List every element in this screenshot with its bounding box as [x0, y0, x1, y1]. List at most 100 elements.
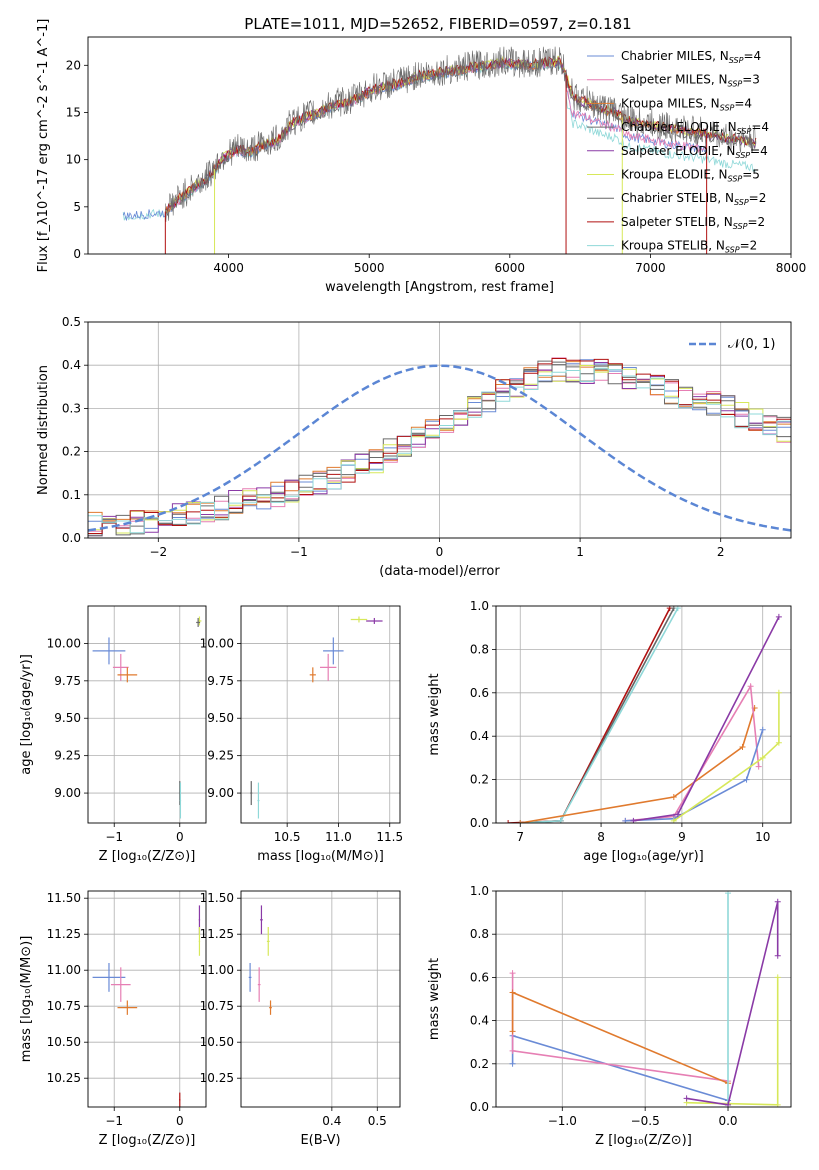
- series-line-salpeter_miles: [511, 973, 729, 1082]
- y-tick-label: 10.25: [47, 1071, 81, 1085]
- series-marker: [775, 739, 782, 746]
- y-tick-label: 10.00: [200, 636, 234, 650]
- legend-entry: Chabrier ELODIE, NSSP=4: [621, 120, 769, 136]
- x-axis-label: (data-model)/error: [379, 564, 500, 579]
- y-axis-label: mass weight: [427, 958, 442, 1040]
- series-marker: [505, 820, 512, 823]
- series-marker: [755, 763, 762, 770]
- y-axis-label: Flux [f_λ10^-17 erg cm^-2 s^-1 A^-1]: [36, 19, 51, 273]
- y-axis-label: age [log₁₀(age/yr)]: [19, 654, 34, 775]
- x-tick-label: −1: [105, 830, 123, 844]
- y-tick-label: 0.0: [62, 531, 81, 545]
- series-line-kroupa_miles: [511, 991, 729, 1084]
- series-line-chabrier_miles: [511, 1034, 729, 1102]
- y-tick-label: 9.75: [207, 674, 234, 688]
- x-axis-label: age [log₁₀(age/yr)]: [583, 849, 704, 864]
- legend-entry: Kroupa MILES, NSSP=4: [621, 96, 752, 112]
- y-tick-label: 10.75: [200, 999, 234, 1013]
- y-tick-label: 0.2: [470, 1057, 489, 1071]
- series-marker: [743, 776, 750, 783]
- spectrum-line-chabrier_elodie: [165, 46, 757, 222]
- series-line-chabrier_stelib: [520, 607, 675, 823]
- x-axis-label: Z [log₁₀(Z/Z⊙)]: [99, 849, 196, 864]
- x-tick-label: 0.4: [322, 1114, 341, 1128]
- axes-frame: [240, 605, 401, 824]
- y-tick-label: 0.4: [470, 1014, 489, 1028]
- y-tick-label: 0.6: [470, 970, 489, 984]
- series-marker: [774, 974, 781, 981]
- series-marker: [775, 689, 782, 696]
- y-tick-label: 1.0: [470, 599, 489, 613]
- y-tick-label: 9.25: [54, 749, 81, 763]
- y-tick-label: 11.25: [47, 927, 81, 941]
- x-axis-label: mass [log₁₀(M/M⊙)]: [257, 849, 384, 864]
- y-tick-label: 9.50: [54, 711, 81, 725]
- series-line-salpeter_stelib: [508, 607, 671, 823]
- x-tick-label: 4000: [213, 261, 244, 275]
- axes-frame: [87, 605, 207, 824]
- y-tick-label: 15: [66, 105, 81, 119]
- series-marker: [509, 1060, 516, 1067]
- legend-entry: Salpeter STELIB, NSSP=2: [621, 215, 765, 231]
- x-tick-label: 7000: [635, 261, 666, 275]
- y-tick-label: 0.2: [62, 445, 81, 459]
- series-marker: [759, 754, 766, 761]
- y-tick-label: 0.1: [62, 488, 81, 502]
- y-tick-label: 9.00: [54, 786, 81, 800]
- x-tick-label: −1: [290, 545, 308, 559]
- axes-frame: [87, 321, 792, 539]
- y-tick-label: 0.4: [470, 729, 489, 743]
- y-tick-label: 10.75: [47, 999, 81, 1013]
- x-tick-label: 8000: [776, 261, 807, 275]
- x-tick-label: 0.5: [368, 1114, 387, 1128]
- y-tick-label: 10.50: [47, 1035, 81, 1049]
- y-tick-label: 0.2: [470, 773, 489, 787]
- x-tick-label: 2: [717, 545, 725, 559]
- x-tick-label: −0.5: [631, 1114, 660, 1128]
- y-axis-label: Normed distribution: [36, 365, 51, 495]
- y-tick-label: 11.00: [200, 963, 234, 977]
- legend-entry: Chabrier STELIB, NSSP=2: [621, 191, 766, 207]
- legend-entry: Salpeter ELODIE, NSSP=4: [621, 144, 768, 160]
- x-tick-label: 1: [576, 545, 584, 559]
- series-line-salpeter_miles: [625, 683, 760, 822]
- y-tick-label: 0.4: [62, 358, 81, 372]
- y-tick-label: 0.8: [470, 642, 489, 656]
- y-tick-label: 0: [73, 247, 81, 261]
- y-tick-label: 20: [66, 58, 81, 72]
- y-axis-label: mass [log₁₀(M/M⊙)]: [19, 936, 34, 1063]
- y-tick-label: 9.25: [207, 749, 234, 763]
- y-tick-label: 11.00: [47, 963, 81, 977]
- panel-age-vs-mass: 10.5 11.0 11.5 9.00 9.25 9.50 9.75 10.00 mass [l…: [200, 605, 403, 864]
- series-marker: [759, 726, 766, 733]
- plot-area: [248, 905, 272, 1015]
- y-tick-label: 11.25: [200, 927, 234, 941]
- histogram-kroupa_stelib: [88, 367, 791, 534]
- panel-residual-hist: −2 −1 0 1 2 0.0 0.1 0.2 0.3 0.4 0.5 (data-model)/er…: [36, 315, 792, 579]
- plot-area: [250, 616, 383, 819]
- series-marker: [509, 1047, 516, 1054]
- x-tick-label: 9: [678, 830, 686, 844]
- y-axis-label: mass weight: [427, 673, 442, 755]
- axes-frame: [495, 890, 792, 1108]
- series-marker: [517, 820, 524, 823]
- series-marker: [774, 952, 781, 959]
- plot-area: [92, 616, 202, 819]
- plot-area: [88, 357, 791, 537]
- series-marker: [774, 898, 781, 905]
- axes-frame: [240, 890, 401, 1108]
- panel-spectrum: 4000 5000 6000 7000 8000 0 5 10 15 20 wavelength […: [36, 19, 806, 295]
- x-tick-label: 0: [436, 545, 444, 559]
- x-axis-label: E(B-V): [300, 1133, 340, 1148]
- y-tick-label: 11.50: [47, 891, 81, 905]
- panel-mass-vs-ebv: 0.4 0.5 10.25 10.50 10.75 11.00 11.25 11.50 E(B-…: [200, 890, 401, 1148]
- x-tick-label: 0: [176, 830, 184, 844]
- x-tick-label: 0.0: [718, 1114, 737, 1128]
- y-tick-label: 0.0: [470, 816, 489, 830]
- series-marker: [509, 970, 516, 977]
- panel-weight-vs-Z: −1.0 −0.5 0.0 0.0 0.2 0.4 0.6 0.8 1.0 Z [log₁₀(Z/…: [427, 884, 792, 1148]
- series-line-kroupa_miles: [520, 707, 756, 823]
- y-tick-label: 5: [73, 200, 81, 214]
- x-tick-label: 11.5: [376, 830, 403, 844]
